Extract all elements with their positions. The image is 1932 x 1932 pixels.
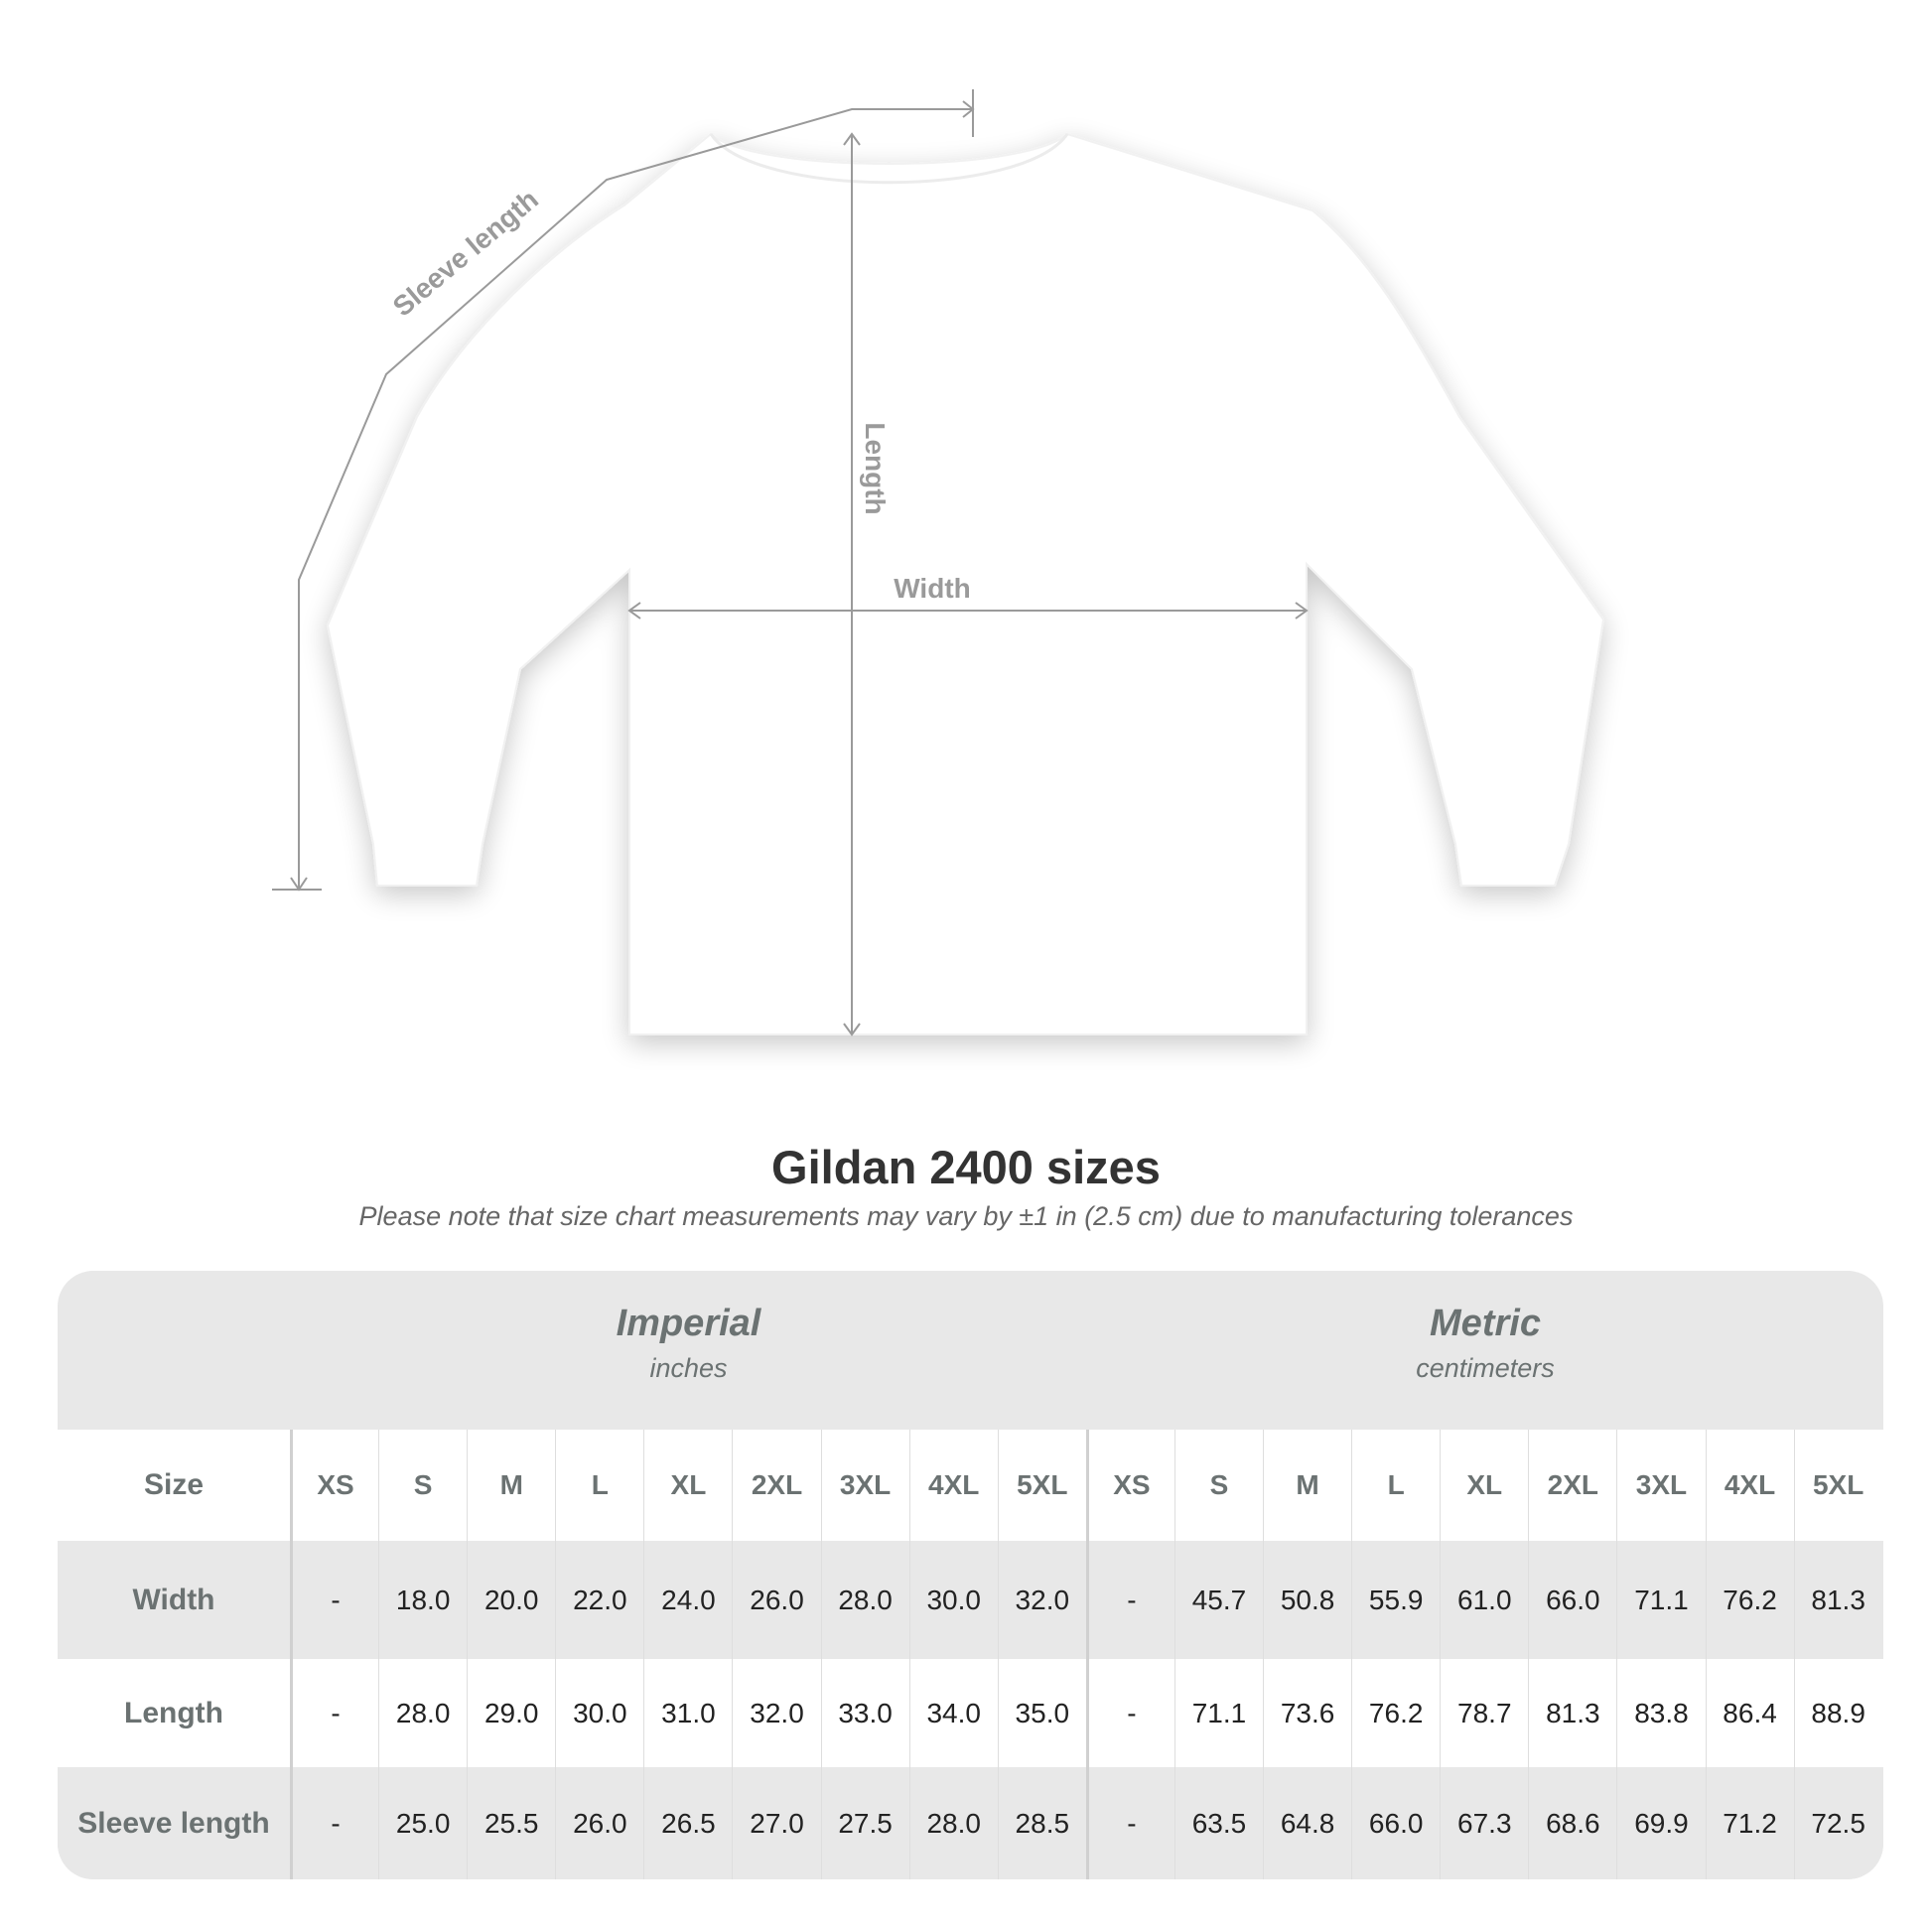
metric-value: 72.5 xyxy=(1793,1767,1882,1879)
imperial-size-2xl: 2XL xyxy=(732,1430,820,1541)
imperial-value: 27.0 xyxy=(732,1767,820,1879)
metric-value: 81.3 xyxy=(1528,1659,1616,1767)
imperial-value: 25.5 xyxy=(467,1767,555,1879)
long-sleeve-shirt xyxy=(326,132,1605,1035)
imperial-value: 31.0 xyxy=(643,1659,732,1767)
metric-value: 78.7 xyxy=(1440,1659,1528,1767)
metric-value: 63.5 xyxy=(1173,1767,1263,1879)
metric-value: 88.9 xyxy=(1793,1659,1882,1767)
table-row: Length -28.0 29.0 30.0 31.0 32.0 33.0 34.0 35.0-… xyxy=(58,1659,1883,1767)
row-label: Sleeve length xyxy=(77,1806,270,1840)
imperial-size-s: S xyxy=(378,1430,467,1541)
metric-value: - xyxy=(1085,1767,1174,1879)
metric-size-4xl: 4XL xyxy=(1705,1430,1794,1541)
metric-value: 55.9 xyxy=(1351,1541,1440,1659)
imperial-value: - xyxy=(290,1767,378,1879)
imperial-value: 28.0 xyxy=(820,1541,909,1659)
metric-title: Metric xyxy=(1430,1303,1541,1344)
imperial-title: Imperial xyxy=(616,1303,761,1344)
imperial-value: 32.0 xyxy=(732,1659,820,1767)
table-row: Sleeve length -25.0 25.5 26.0 26.5 27.0 27.5 28… xyxy=(58,1767,1883,1879)
size-table: Imperial inches Metric centimeters Size X… xyxy=(58,1271,1883,1879)
imperial-value: 27.5 xyxy=(820,1767,909,1879)
metric-value: 45.7 xyxy=(1173,1541,1263,1659)
metric-value: - xyxy=(1085,1541,1174,1659)
metric-size-5xl: 5XL xyxy=(1793,1430,1882,1541)
imperial-value: 28.0 xyxy=(378,1659,467,1767)
imperial-value: 24.0 xyxy=(643,1541,732,1659)
imperial-size-3xl: 3XL xyxy=(820,1430,909,1541)
metric-value: 86.4 xyxy=(1705,1659,1794,1767)
imperial-value: 26.0 xyxy=(555,1767,643,1879)
imperial-value: 20.0 xyxy=(467,1541,555,1659)
imperial-value: 32.0 xyxy=(997,1541,1086,1659)
metric-value: 76.2 xyxy=(1351,1659,1440,1767)
metric-value: - xyxy=(1085,1659,1174,1767)
imperial-value: 30.0 xyxy=(555,1659,643,1767)
imperial-size-xs: XS xyxy=(290,1430,378,1541)
metric-value: 81.3 xyxy=(1793,1541,1882,1659)
metric-value: 68.6 xyxy=(1528,1767,1616,1879)
metric-size-m: M xyxy=(1263,1430,1351,1541)
imperial-value: 25.0 xyxy=(378,1767,467,1879)
metric-size-xs: XS xyxy=(1085,1430,1174,1541)
metric-header: Metric centimeters xyxy=(1087,1271,1883,1430)
metric-size-s: S xyxy=(1173,1430,1263,1541)
imperial-value: 26.5 xyxy=(643,1767,732,1879)
metric-value: 64.8 xyxy=(1263,1767,1351,1879)
size-header-row: Size XS S M L XL 2XL 3XL 4XL 5XL XS S M L XL 2XL 3XL 4XL 5… xyxy=(58,1430,1883,1541)
metric-value: 76.2 xyxy=(1705,1541,1794,1659)
metric-value: 83.8 xyxy=(1616,1659,1705,1767)
imperial-value: 35.0 xyxy=(997,1659,1086,1767)
metric-size-xl: XL xyxy=(1440,1430,1528,1541)
sleeve-length-line xyxy=(298,108,973,890)
imperial-value: 18.0 xyxy=(378,1541,467,1659)
metric-value: 73.6 xyxy=(1263,1659,1351,1767)
metric-size-3xl: 3XL xyxy=(1616,1430,1705,1541)
metric-size-l: L xyxy=(1351,1430,1440,1541)
metric-value: 71.2 xyxy=(1705,1767,1794,1879)
metric-value: 61.0 xyxy=(1440,1541,1528,1659)
table-row: Width -18.0 20.0 22.0 24.0 26.0 28.0 30.0 32.0-4… xyxy=(58,1541,1883,1659)
imperial-value: 28.0 xyxy=(908,1767,998,1879)
width-label: Width xyxy=(894,573,971,604)
metric-value: 71.1 xyxy=(1616,1541,1705,1659)
row-label: Width xyxy=(132,1583,215,1616)
imperial-value: 34.0 xyxy=(908,1659,998,1767)
metric-unit: centimeters xyxy=(1416,1353,1555,1383)
imperial-size-m: M xyxy=(467,1430,555,1541)
collar xyxy=(709,133,1069,185)
imperial-size-l: L xyxy=(555,1430,643,1541)
imperial-size-xl: XL xyxy=(643,1430,732,1541)
imperial-header: Imperial inches xyxy=(290,1271,1087,1430)
metric-value: 50.8 xyxy=(1263,1541,1351,1659)
imperial-value: 30.0 xyxy=(908,1541,998,1659)
metric-value: 69.9 xyxy=(1616,1767,1705,1879)
imperial-size-5xl: 5XL xyxy=(997,1430,1086,1541)
imperial-value: - xyxy=(290,1541,378,1659)
shirt-diagram: Sleeve length Length Width xyxy=(272,89,1605,1036)
imperial-size-4xl: 4XL xyxy=(908,1430,998,1541)
imperial-value: 29.0 xyxy=(467,1659,555,1767)
imperial-value: 22.0 xyxy=(555,1541,643,1659)
row-label: Length xyxy=(124,1696,223,1729)
imperial-unit: inches xyxy=(649,1353,728,1383)
imperial-value: 33.0 xyxy=(820,1659,909,1767)
metric-size-2xl: 2XL xyxy=(1528,1430,1616,1541)
chart-title: Gildan 2400 sizes xyxy=(771,1141,1161,1193)
metric-value: 66.0 xyxy=(1528,1541,1616,1659)
metric-value: 67.3 xyxy=(1440,1767,1528,1879)
imperial-value: 26.0 xyxy=(732,1541,820,1659)
tolerance-note: Please note that size chart measurements… xyxy=(358,1201,1574,1231)
imperial-value: - xyxy=(290,1659,378,1767)
size-label: Size xyxy=(143,1468,205,1501)
metric-value: 66.0 xyxy=(1351,1767,1440,1879)
length-label: Length xyxy=(860,422,891,514)
imperial-value: 28.5 xyxy=(997,1767,1086,1879)
metric-value: 71.1 xyxy=(1173,1659,1263,1767)
